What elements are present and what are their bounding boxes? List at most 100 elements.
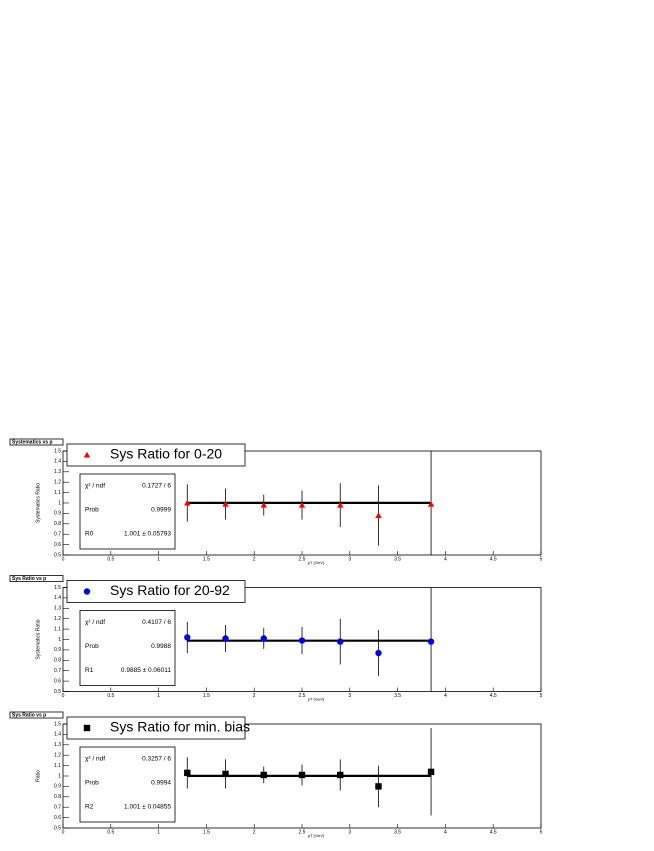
x-tick-label: 4 xyxy=(444,829,447,835)
x-tick-label: 1.5 xyxy=(203,556,210,562)
y-tick-label: 0.9 xyxy=(54,511,61,517)
x-tick-label: 0 xyxy=(62,693,65,699)
x-tick-label: 4.5 xyxy=(490,829,497,835)
panel-title: Systematics vs p xyxy=(12,439,53,445)
y-axis-label: Ratio xyxy=(35,770,41,782)
point xyxy=(427,500,435,507)
x-tick-label: 4.5 xyxy=(490,693,497,699)
y-tick-label: 1.3 xyxy=(54,606,61,612)
legend-marker xyxy=(83,451,91,458)
y-tick-label: 0.7 xyxy=(54,532,61,538)
y-tick-label: 0.7 xyxy=(54,668,61,674)
stats-label: Prob xyxy=(85,643,99,650)
y-tick-label: 1 xyxy=(58,637,61,643)
point xyxy=(260,501,267,508)
x-tick-label: 5 xyxy=(540,556,543,562)
x-tick-label: 2.5 xyxy=(299,693,306,699)
stats-label: R2 xyxy=(85,804,94,811)
y-tick-label: 0.8 xyxy=(54,521,61,527)
y-tick-label: 0.9 xyxy=(54,647,61,653)
point xyxy=(298,771,306,779)
point xyxy=(222,635,229,642)
y-tick-label: 0.8 xyxy=(54,794,61,800)
x-tick-label: 2 xyxy=(253,556,256,562)
stats-label: χ² / ndf xyxy=(85,483,105,490)
data-layer xyxy=(184,587,435,692)
title-box xyxy=(9,438,64,446)
x-tick-label: 3.5 xyxy=(394,693,401,699)
stats-value: 0.4107 / 6 xyxy=(142,619,171,626)
point xyxy=(298,637,306,644)
y-tick-label: 1.1 xyxy=(54,626,61,632)
y-tick-label: 1.1 xyxy=(54,763,61,769)
stats-value: 0.9988 xyxy=(151,643,171,650)
stats-label: R0 xyxy=(85,531,94,538)
y-tick-label: 1.5 xyxy=(54,448,61,454)
y-tick-label: 1.2 xyxy=(54,480,61,486)
legend-marker xyxy=(83,588,91,595)
y-tick-label: 0.6 xyxy=(54,815,61,821)
point xyxy=(337,771,344,779)
legend-label: Sys Ratio for min. bias xyxy=(110,719,250,735)
x-tick-label: 1 xyxy=(157,829,160,835)
title-box xyxy=(9,711,64,719)
point xyxy=(337,638,344,645)
point xyxy=(427,768,435,776)
stats-value: 0.3257 / 6 xyxy=(142,756,171,763)
x-axis-label: pT (GeV) xyxy=(308,833,325,838)
y-axis-label: Systematics Ratio xyxy=(35,483,41,523)
x-tick-label: 5 xyxy=(540,829,543,835)
x-tick-label: 1.5 xyxy=(203,693,210,699)
point xyxy=(375,512,382,519)
x-tick-label: 3.5 xyxy=(394,829,401,835)
point xyxy=(184,769,191,777)
x-tick-label: 4 xyxy=(444,693,447,699)
x-tick-label: 1.5 xyxy=(203,829,210,835)
x-tick-label: 0.5 xyxy=(107,693,114,699)
legend-label: Sys Ratio for 0-20 xyxy=(110,446,222,462)
panel-title: Sys Ratio vs p xyxy=(12,576,46,582)
stats-value: 0.9994 xyxy=(151,780,171,787)
x-tick-label: 4.5 xyxy=(490,556,497,562)
x-tick-label: 3.5 xyxy=(394,556,401,562)
x-tick-label: 0 xyxy=(62,556,65,562)
x-tick-label: 2.5 xyxy=(299,556,306,562)
stats-value: 0.9999 xyxy=(151,507,171,514)
legend-label: Sys Ratio for 20-92 xyxy=(110,582,230,598)
x-tick-label: 5 xyxy=(540,693,543,699)
stats-value: 0.1727 / 6 xyxy=(142,483,171,490)
y-tick-label: 1.2 xyxy=(54,753,61,759)
y-tick-label: 1.3 xyxy=(54,742,61,748)
x-tick-label: 3 xyxy=(348,829,351,835)
x-tick-label: 2 xyxy=(253,829,256,835)
panel: Systematics vs p 0.5 0.6 0.7 0.8 0.9 1 1.1 1.2 1.… xyxy=(9,438,543,565)
y-tick-label: 0.5 xyxy=(54,552,61,558)
point xyxy=(375,783,382,790)
stats-label: χ² / ndf xyxy=(85,756,105,763)
y-tick-label: 1 xyxy=(58,773,61,779)
stats-label: Prob xyxy=(85,507,99,514)
y-tick-label: 0.5 xyxy=(54,825,61,831)
stats-box xyxy=(79,746,176,823)
title-box xyxy=(9,575,64,582)
point xyxy=(184,499,191,506)
x-tick-label: 3 xyxy=(348,693,351,699)
point xyxy=(337,501,344,508)
y-tick-label: 1.1 xyxy=(54,490,61,496)
legend-box xyxy=(66,716,246,740)
legend-box xyxy=(66,580,246,603)
y-tick-label: 1.4 xyxy=(54,459,61,465)
y-axis-label: Systematics Ratio xyxy=(35,619,41,659)
y-tick-label: 0.8 xyxy=(54,658,61,664)
y-tick-label: 0.6 xyxy=(54,542,61,548)
x-tick-label: 4 xyxy=(444,556,447,562)
stats-box xyxy=(79,610,176,686)
stats-value: 0.9885 ± 0.06011 xyxy=(121,667,171,674)
point xyxy=(260,771,267,779)
x-tick-label: 2.5 xyxy=(299,829,306,835)
x-tick-label: 3 xyxy=(348,556,351,562)
point xyxy=(222,770,229,778)
stats-value: 1.001 ± 0.05793 xyxy=(124,531,171,538)
point xyxy=(427,638,435,645)
